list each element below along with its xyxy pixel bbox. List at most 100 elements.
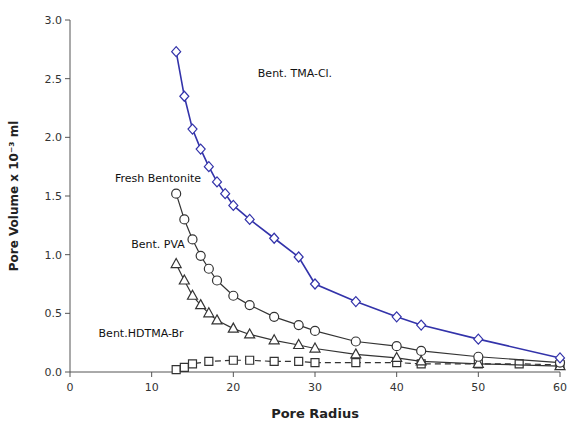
annotations: Bent. TMA-Cl. Fresh Bentonite Bent. PVA Ben…	[99, 67, 333, 340]
series-line	[176, 194, 560, 363]
data-point	[270, 233, 279, 243]
data-point	[294, 252, 303, 262]
data-point	[204, 162, 213, 172]
data-point	[180, 215, 189, 224]
data-point	[311, 279, 320, 289]
y-tick	[65, 313, 70, 314]
series-line	[176, 264, 560, 366]
plot-area	[171, 47, 565, 374]
data-point	[228, 323, 238, 332]
data-point	[269, 335, 279, 344]
series	[172, 47, 565, 363]
x-tick-label: 30	[308, 381, 322, 394]
data-point	[245, 301, 254, 310]
series	[172, 189, 565, 367]
data-point	[556, 353, 565, 363]
y-tick-label: 2.0	[45, 131, 63, 144]
data-point	[172, 189, 181, 198]
data-point	[229, 291, 238, 300]
data-point	[189, 360, 197, 368]
series-line	[176, 52, 560, 358]
data-point	[180, 91, 189, 101]
data-point	[311, 326, 320, 335]
x-tick-label: 40	[390, 381, 404, 394]
annotation: Bent. TMA-Cl.	[258, 67, 332, 80]
y-tick-label: 1.0	[45, 249, 63, 262]
data-point	[311, 359, 319, 367]
data-point	[204, 264, 213, 273]
x-tick	[315, 372, 316, 377]
data-point	[474, 352, 483, 361]
data-point	[188, 235, 197, 244]
data-point	[245, 214, 254, 224]
data-point	[180, 363, 188, 371]
data-point	[179, 275, 189, 284]
data-point	[392, 342, 401, 351]
data-point	[188, 290, 198, 299]
data-point	[474, 334, 483, 344]
y-tick-label: 0.5	[45, 307, 63, 320]
y-tick-label: 0.0	[45, 366, 63, 379]
y-tick	[65, 196, 70, 197]
data-point	[196, 144, 205, 154]
data-point	[246, 356, 254, 364]
data-point	[416, 356, 426, 365]
data-point	[392, 352, 402, 361]
x-tick	[70, 372, 71, 377]
data-point	[188, 124, 197, 134]
data-point	[351, 349, 361, 358]
data-point	[245, 329, 255, 338]
data-point	[204, 308, 214, 317]
x-tick-label: 50	[471, 381, 485, 394]
data-point	[352, 359, 360, 367]
data-point	[171, 259, 181, 268]
y-tick	[65, 254, 70, 255]
annotation: Bent.HDTMA-Br	[99, 327, 184, 340]
y-tick-label: 2.5	[45, 73, 63, 86]
y-tick	[65, 372, 70, 373]
data-point	[310, 343, 320, 352]
data-point	[392, 312, 401, 322]
y-axis-label: Pore Volume x 10⁻³ ml	[7, 121, 21, 272]
y-tick	[65, 20, 70, 21]
data-point	[205, 357, 213, 365]
data-point	[417, 320, 426, 330]
x-tick-label: 0	[67, 381, 74, 394]
series	[171, 259, 565, 370]
data-point	[212, 315, 222, 324]
data-point	[221, 189, 230, 199]
y-tick	[65, 78, 70, 79]
data-point	[270, 312, 279, 321]
x-tick-label: 20	[226, 381, 240, 394]
data-point	[515, 360, 523, 368]
data-point	[294, 321, 303, 330]
data-point	[196, 300, 206, 309]
annotation: Bent. PVA	[131, 238, 185, 251]
data-point	[270, 357, 278, 365]
x-tick-label: 10	[145, 381, 159, 394]
data-point	[351, 337, 360, 346]
data-point	[172, 47, 181, 57]
data-point	[172, 366, 180, 374]
annotation: Fresh Bentonite	[115, 172, 201, 185]
x-tick	[560, 372, 561, 377]
data-point	[196, 251, 205, 260]
data-point	[295, 357, 303, 365]
y-tick	[65, 137, 70, 138]
x-tick	[396, 372, 397, 377]
data-point	[229, 356, 237, 364]
x-tick-label: 60	[553, 381, 567, 394]
data-point	[294, 340, 304, 349]
chart: 0 10 20 30 40 50 60 0.0 0.5 1.0 1.5 2.0 2.5 3.0 Pore R…	[0, 0, 582, 430]
y-tick-label: 3.0	[45, 14, 63, 27]
x-tick	[478, 372, 479, 377]
data-point	[213, 276, 222, 285]
x-tick	[151, 372, 152, 377]
x-axis-label: Pore Radius	[271, 406, 359, 421]
y-tick-label: 1.5	[45, 190, 63, 203]
axes: 0 10 20 30 40 50 60 0.0 0.5 1.0 1.5 2.0 2.5 3.0	[45, 14, 568, 394]
data-point	[351, 297, 360, 307]
x-tick	[233, 372, 234, 377]
data-point	[229, 200, 238, 210]
page: {"chart_data": { "type": "line", "xlabel…	[0, 0, 582, 430]
